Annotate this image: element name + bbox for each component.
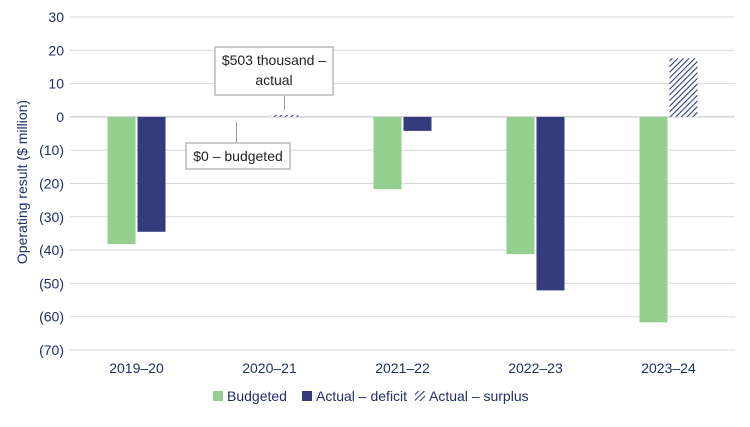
x-tick-label: 2023–24	[641, 360, 696, 376]
y-tick-label: (30)	[39, 209, 64, 225]
bar-actual-deficit	[536, 116, 565, 291]
y-tick-label: (20)	[39, 176, 64, 192]
legend-label: Actual – deficit	[316, 388, 407, 404]
bar-actual-deficit	[137, 116, 166, 232]
x-axis-ticks: 2019–20 2020–21 2021–22 2022–23 2023–24	[109, 360, 696, 376]
annotation-actual-text: actual	[255, 72, 292, 88]
legend-swatch	[302, 391, 312, 401]
annotation-box-budgeted	[185, 142, 291, 170]
y-axis-title: Operating result ($ million)	[14, 100, 30, 264]
legend-swatch	[415, 391, 425, 401]
bar-actual-surplus	[669, 58, 698, 117]
y-tick-label: 10	[48, 76, 64, 92]
bar-budgeted	[639, 116, 668, 323]
annotation-box-actual	[214, 46, 334, 96]
y-tick-label: (50)	[39, 275, 64, 291]
legend-label: Budgeted	[227, 388, 287, 404]
annotation-actual-text: $503 thousand –	[222, 52, 327, 68]
y-tick-label: 30	[48, 9, 64, 25]
legend-label: Actual – surplus	[429, 388, 529, 404]
y-axis-ticks: 30 20 10 0 (10) (20) (30) (40) (50) (60) (70)	[39, 9, 64, 358]
legend: Budgeted Actual – deficit Actual – surplus	[213, 388, 529, 404]
x-tick-label: 2019–20	[109, 360, 164, 376]
bars	[107, 58, 698, 323]
bar-budgeted	[107, 116, 136, 245]
gridlines	[70, 16, 735, 351]
y-tick-label: (10)	[39, 142, 64, 158]
bar-actual-deficit	[403, 116, 432, 131]
y-tick-label: (60)	[39, 309, 64, 325]
bar-budgeted	[373, 116, 402, 190]
legend-swatch	[213, 391, 223, 401]
y-tick-label: (40)	[39, 242, 64, 258]
annotations: $503 thousand – actual $0 – budgeted	[185, 46, 334, 170]
annotation-budgeted-text: $0 – budgeted	[193, 148, 283, 164]
y-tick-label: 20	[48, 42, 64, 58]
x-tick-label: 2020–21	[242, 360, 297, 376]
bar-budgeted	[506, 116, 535, 255]
bar-actual-surplus	[270, 114, 299, 117]
y-tick-label: (70)	[39, 342, 64, 358]
y-tick-label: 0	[56, 109, 64, 125]
x-tick-label: 2022–23	[508, 360, 563, 376]
x-tick-label: 2021–22	[375, 360, 430, 376]
